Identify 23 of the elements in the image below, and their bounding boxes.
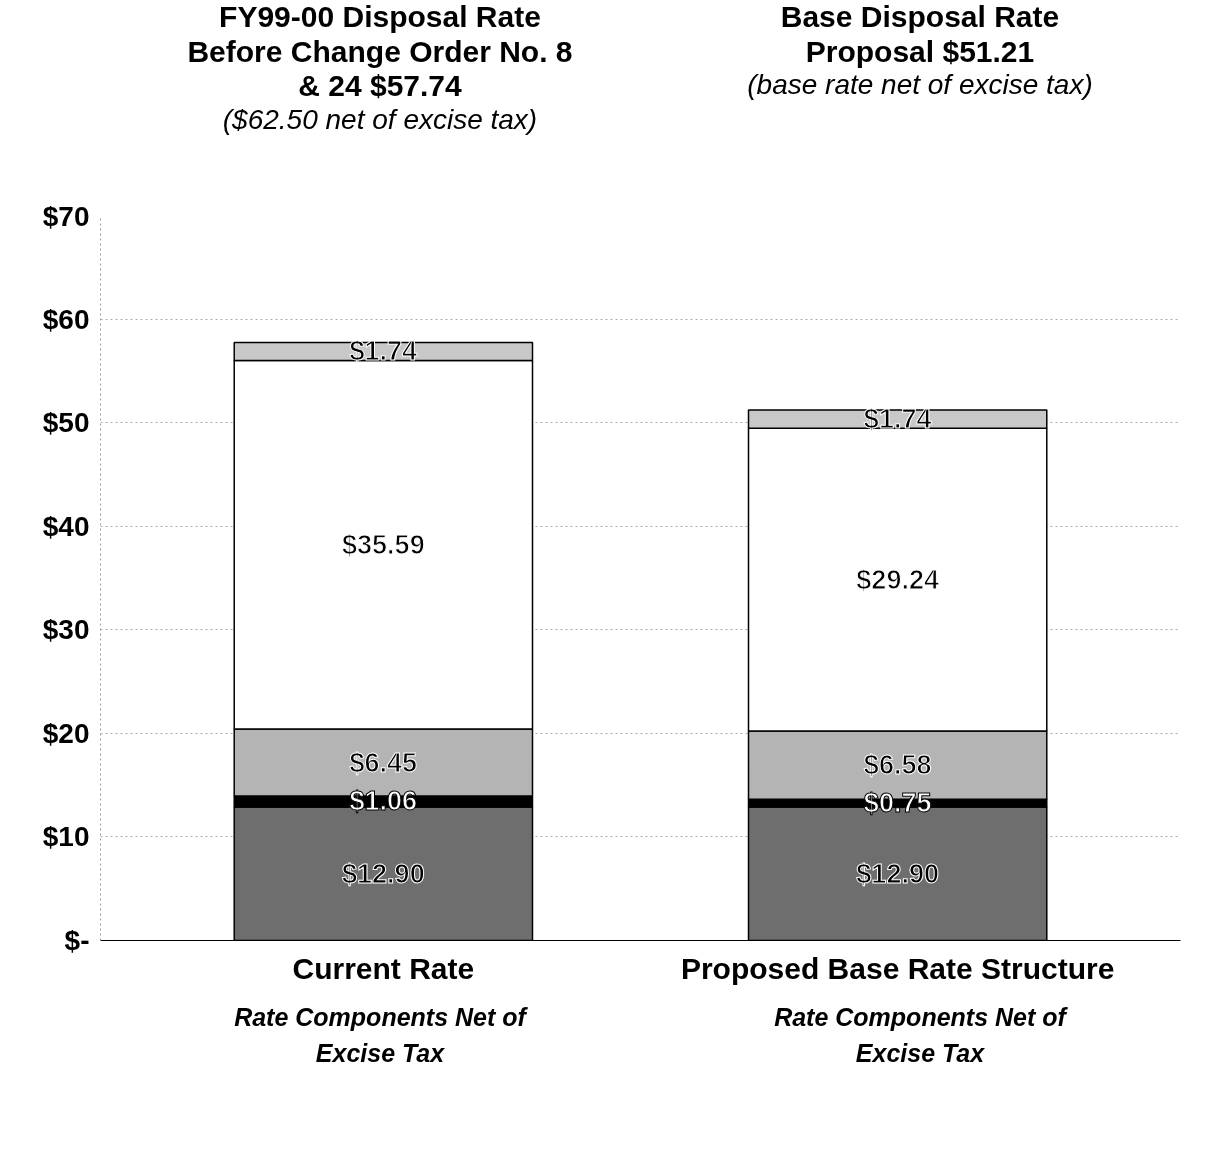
data-label: $12.90 — [342, 858, 425, 889]
text: (base rate net of excise tax) — [746, 69, 1094, 102]
data-label: $6.45 — [349, 747, 418, 778]
text: Rate Components Net of Excise Tax — [773, 1002, 1069, 1069]
text: Rate Components Net of Excise Tax — [233, 1002, 529, 1069]
text: FY99-00 Disposal Rate Before Change Order No. 8 & 24 $57.74 — [186, 0, 574, 104]
x-tick-label: Proposed Base Rate Structure — [680, 951, 1115, 985]
data-label: $1.74 — [863, 404, 932, 435]
y-tick-label: $60 — [42, 303, 90, 335]
data-label: $35.59 — [342, 529, 425, 560]
y-tick-label: $- — [64, 925, 90, 956]
y-tick-label: $70 — [42, 200, 90, 232]
x-tick-label: Current Rate — [292, 951, 475, 985]
data-label: $12.90 — [856, 858, 939, 889]
y-tick-label: $30 — [42, 614, 90, 646]
y-tick-label: $10 — [42, 821, 90, 853]
data-label: $29.24 — [856, 564, 939, 595]
y-tick-label: $50 — [42, 407, 90, 439]
data-label: $6.58 — [863, 750, 932, 781]
text: ($62.50 net of excise tax) — [221, 103, 539, 136]
y-tick-label: $20 — [42, 717, 90, 749]
y-tick-label: $40 — [42, 510, 90, 542]
text: Base Disposal Rate Proposal $51.21 — [779, 0, 1061, 69]
